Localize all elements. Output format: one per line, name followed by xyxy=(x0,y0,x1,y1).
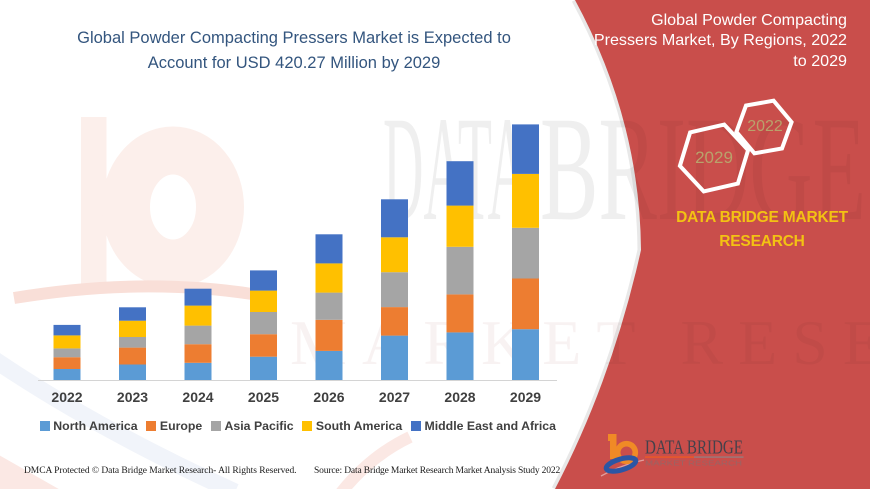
svg-text:MARKET RESEARCH: MARKET RESEARCH xyxy=(645,459,742,468)
svg-text:DATA BRIDGE: DATA BRIDGE xyxy=(645,437,743,459)
